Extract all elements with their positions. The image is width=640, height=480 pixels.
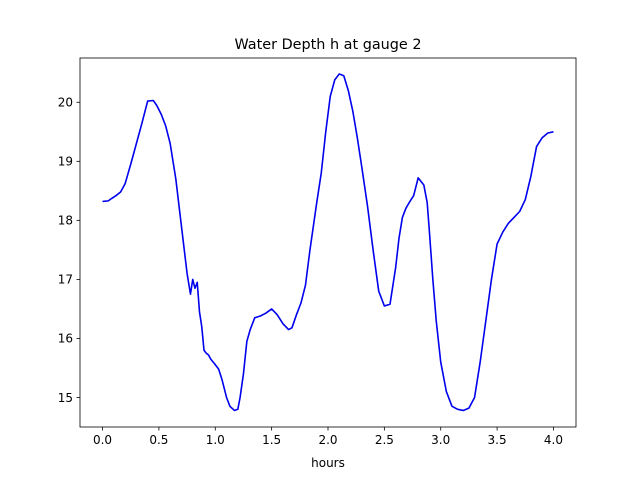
x-axis: 0.0 0.5 1.0 1.5 2.0 2.5 3.0 3.5 4.0 [93, 427, 563, 447]
x-tick-label: 0.0 [93, 433, 112, 447]
x-axis-label: hours [311, 456, 345, 470]
x-tick-label: 2.0 [318, 433, 337, 447]
y-tick-label: 17 [58, 273, 73, 287]
x-tick-label: 1.5 [262, 433, 281, 447]
x-tick-label: 2.5 [375, 433, 394, 447]
series-line-0 [102, 73, 554, 412]
y-tick-label: 19 [58, 155, 73, 169]
y-tick-label: 15 [58, 391, 73, 405]
y-tick-label: 16 [58, 332, 73, 346]
plot-area [79, 57, 577, 428]
y-axis: 15 16 17 18 19 20 [58, 96, 80, 405]
x-tick-label: 3.5 [488, 433, 507, 447]
x-tick-label: 3.0 [431, 433, 450, 447]
x-tick-label: 1.0 [206, 433, 225, 447]
y-tick-label: 18 [58, 214, 73, 228]
y-tick-label: 20 [58, 96, 73, 110]
x-tick-label: 0.5 [149, 433, 168, 447]
x-tick-label: 4.0 [544, 433, 563, 447]
chart-title: Water Depth h at gauge 2 [234, 37, 421, 53]
